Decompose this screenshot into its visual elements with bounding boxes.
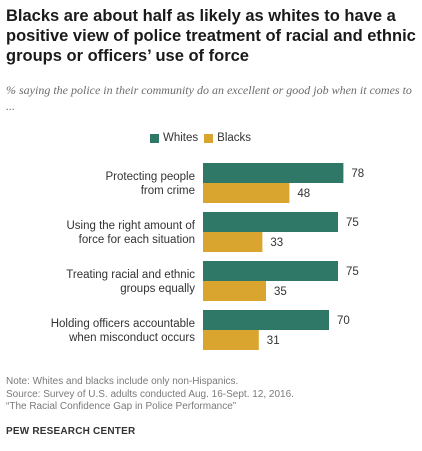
- category-label: Treating racial and ethnic groups equally: [66, 269, 195, 295]
- chart-title: Blacks are about half as likely as white…: [6, 7, 416, 65]
- bar-whites: [203, 212, 338, 232]
- source-organization: PEW RESEARCH CENTER: [6, 426, 136, 437]
- legend-item-whites: Whites: [150, 132, 198, 144]
- report-title-line: “The Racial Confidence Gap in Police Per…: [6, 401, 237, 412]
- source-line: Source: Survey of U.S. adults conducted …: [6, 388, 294, 400]
- value-label-whites: 75: [346, 217, 359, 229]
- bar-whites: [203, 261, 338, 281]
- legend-label-blacks: Blacks: [217, 132, 252, 144]
- bar-blacks: [203, 330, 259, 350]
- footnotes: Note: Whites and blacks include only non…: [6, 376, 416, 414]
- category-label: Protecting people from crime: [105, 171, 195, 197]
- value-label-blacks: 33: [270, 237, 283, 249]
- category-label: Holding officers accountable when miscond…: [51, 318, 196, 344]
- bar-blacks: [203, 281, 266, 301]
- legend-swatch-whites: [150, 133, 159, 143]
- legend-swatch-blacks: [204, 133, 214, 143]
- value-label-whites: 70: [337, 315, 350, 327]
- legend: Whites Blacks: [150, 131, 251, 145]
- bar-blacks: [203, 183, 290, 203]
- value-label-whites: 78: [351, 168, 364, 180]
- category-label: Using the right amount of force for each …: [67, 220, 196, 246]
- value-label-blacks: 35: [274, 286, 287, 298]
- value-label-whites: 75: [346, 266, 359, 278]
- value-label-blacks: 48: [297, 188, 310, 200]
- legend-label-whites: Whites: [163, 132, 199, 144]
- bar-blacks: [203, 232, 263, 252]
- note-line: Note: Whites and blacks include only non…: [6, 376, 239, 387]
- bar-whites: [203, 310, 329, 330]
- value-label-blacks: 31: [267, 335, 280, 347]
- chart-subtitle: % saying the police in their community d…: [6, 83, 412, 113]
- bar-whites: [203, 163, 344, 183]
- legend-item-blacks: Blacks: [204, 132, 251, 144]
